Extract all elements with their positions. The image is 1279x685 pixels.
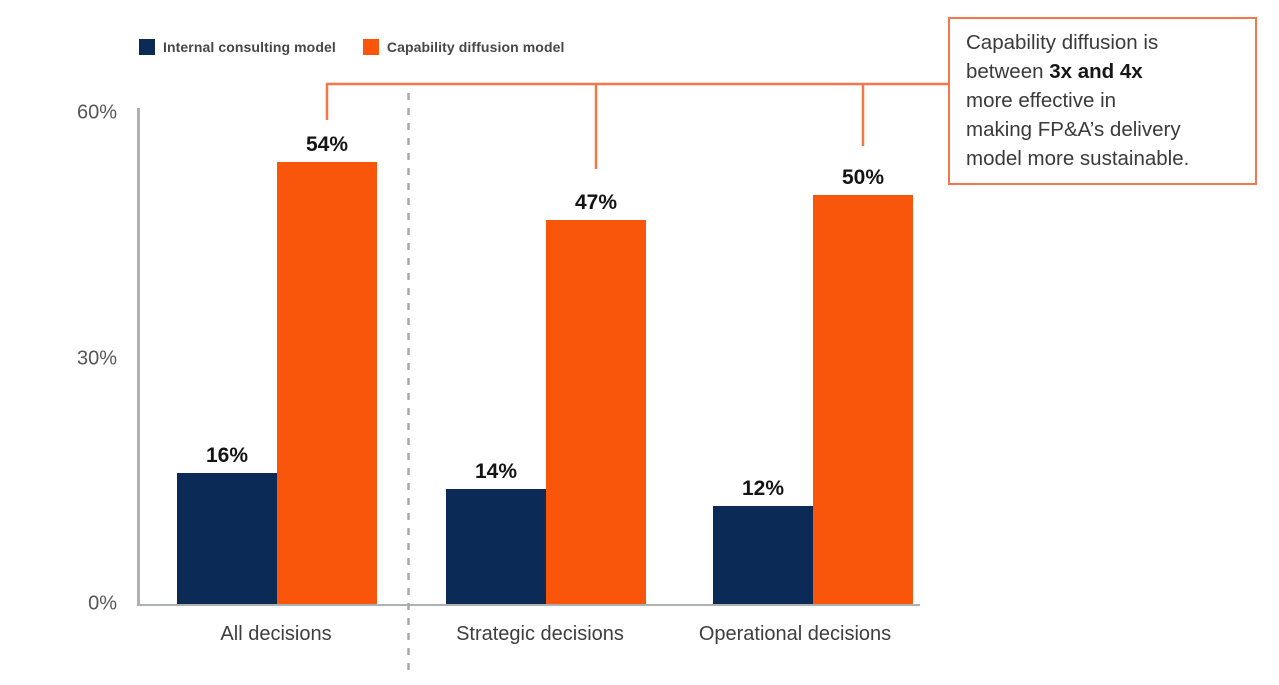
legend-item: Capability diffusion model xyxy=(362,39,565,55)
bar-value-label: 12% xyxy=(741,477,785,500)
bar-value-label: 14% xyxy=(474,460,518,483)
callout-text: Capability diffusion is between 3x and 4x… xyxy=(966,28,1241,173)
legend-item-label: Internal consulting model xyxy=(163,39,336,55)
legend-swatch-icon xyxy=(362,39,379,55)
category-label: All decisions xyxy=(220,623,332,645)
y-tick-label: 30% xyxy=(76,347,117,370)
bar-internal-consulting xyxy=(177,473,277,604)
legend-item: Internal consulting model xyxy=(139,39,336,55)
bar-internal-consulting xyxy=(713,506,813,604)
legend-item-label: Capability diffusion model xyxy=(386,39,565,55)
bar-internal-consulting xyxy=(446,489,546,604)
y-tick-label: 0% xyxy=(88,592,117,615)
bar-value-label: 54% xyxy=(305,133,349,156)
bar-value-label: 47% xyxy=(574,191,618,214)
y-tick-label: 60% xyxy=(76,101,117,124)
bar-capability-diffusion xyxy=(277,162,377,604)
callout-text-line: Capability diffusion is xyxy=(966,31,1159,54)
callout-box: Capability diffusion is between 3x and 4x… xyxy=(948,17,1257,185)
bar-capability-diffusion xyxy=(546,220,646,604)
x-axis-line xyxy=(137,603,920,606)
callout-text-line: making FP&A’s delivery xyxy=(966,118,1181,141)
bar-value-label: 16% xyxy=(205,444,249,467)
bar-value-label: 50% xyxy=(841,166,885,189)
category-label: Operational decisions xyxy=(698,623,892,645)
callout-text-line: between 3x and 4x xyxy=(966,60,1143,83)
legend: Internal consulting model Capability diff… xyxy=(139,39,564,55)
y-axis-line xyxy=(137,108,140,605)
callout-text-line: model more sustainable. xyxy=(966,147,1190,170)
legend-swatch-icon xyxy=(139,39,155,55)
category-label: Strategic decisions xyxy=(456,623,624,645)
callout-text-line: more effective in xyxy=(966,89,1117,112)
bar-capability-diffusion xyxy=(813,195,913,604)
